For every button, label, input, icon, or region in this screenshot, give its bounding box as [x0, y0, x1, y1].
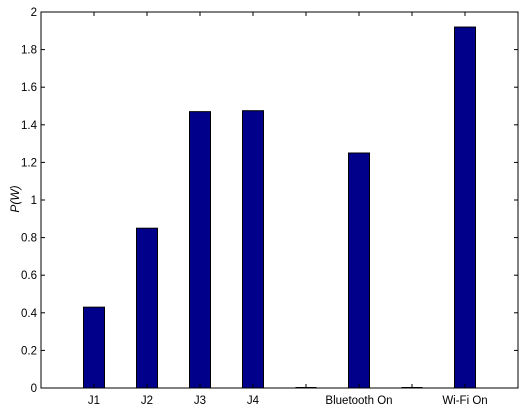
x-tick-label-5: Bluetooth On [325, 395, 392, 407]
y-tick-label-8: 1.6 [21, 82, 37, 94]
y-tick-label-5: 1 [31, 195, 37, 207]
x-tick-label-0: J1 [88, 395, 100, 407]
y-ticks-group: 0 0.2 0.4 0.6 0.8 1 1.2 1.4 1.6 1.8 2 [21, 7, 518, 395]
bar-7 [454, 26, 476, 389]
y-tick-label-7: 1.4 [21, 120, 38, 132]
bar-2 [189, 111, 211, 389]
x-ticks-group: J1 J2 J3 J4 Bluetooth On Wi-Fi On [88, 12, 488, 407]
y-tick-label-4: 0.8 [21, 233, 37, 245]
x-tick-label-7: Wi-Fi On [442, 395, 487, 407]
y-tick-label-2: 0.4 [21, 308, 38, 320]
bar-5 [348, 152, 370, 389]
y-axis-label-p: P( [8, 199, 22, 213]
y-axis-label-close: ) [8, 185, 22, 191]
y-tick-label-1: 0.2 [21, 345, 37, 357]
y-axis-label-w: W [8, 188, 22, 201]
y-tick-label-10: 2 [31, 7, 37, 19]
x-tick-label-1: J2 [141, 395, 153, 407]
bar-3 [242, 110, 264, 389]
bar-0 [83, 306, 105, 389]
y-axis-label-group: P(W) [8, 185, 22, 212]
bars-group [83, 26, 476, 389]
y-tick-label-9: 1.8 [21, 45, 37, 57]
plot-frame [40, 11, 519, 389]
x-tick-label-2: J3 [194, 395, 206, 407]
x-tick-label-3: J4 [247, 395, 260, 407]
y-tick-label-3: 0.6 [21, 270, 37, 282]
bar-1 [136, 227, 158, 389]
y-tick-label-6: 1.2 [21, 157, 37, 169]
y-tick-label-0: 0 [31, 383, 37, 395]
y-axis-label: P(W) [8, 185, 22, 212]
